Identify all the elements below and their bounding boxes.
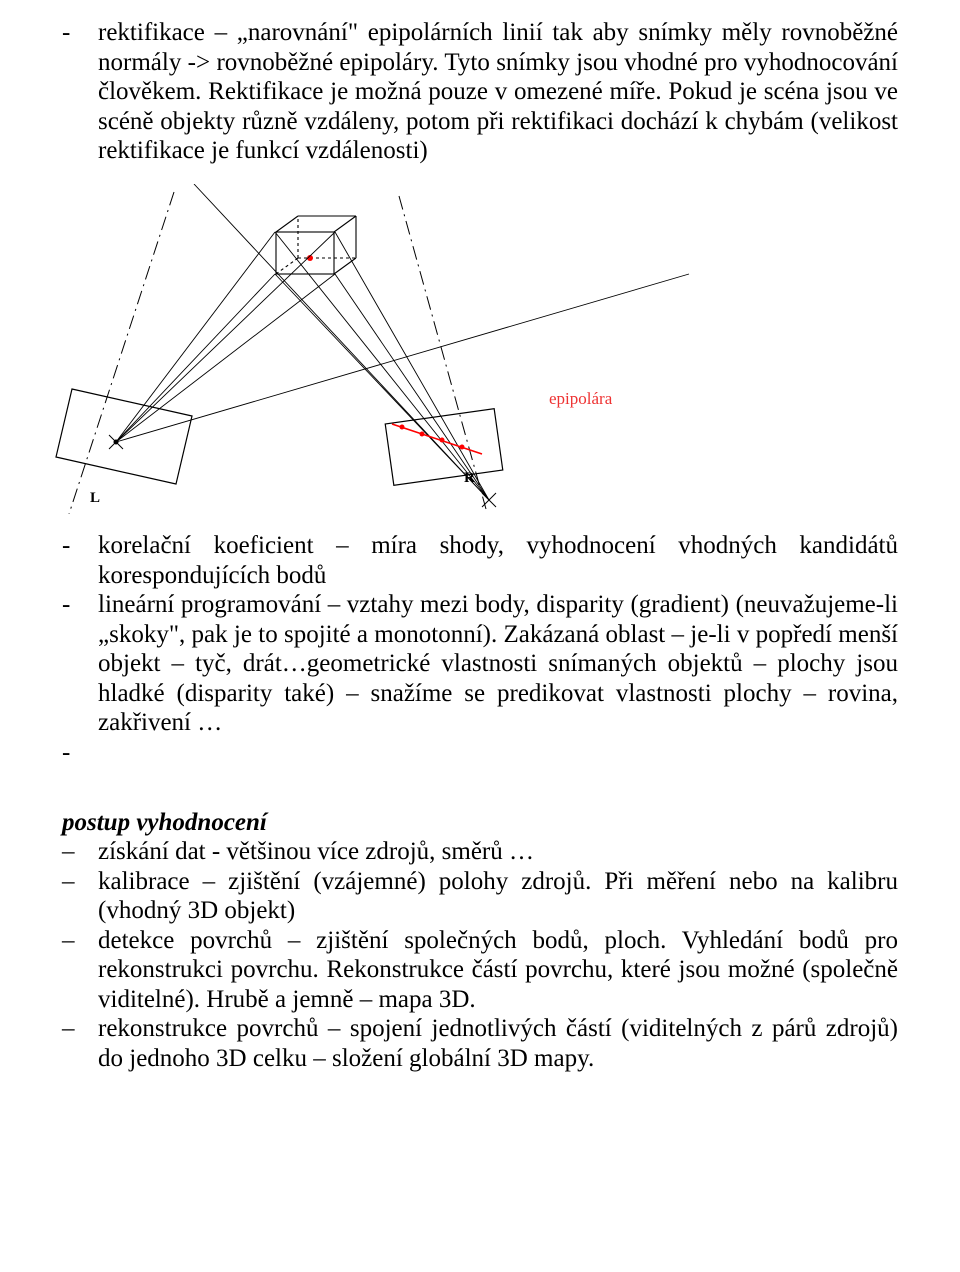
list-item: rektifikace – „narovnání" epipolárních l… bbox=[62, 18, 898, 166]
epipolar-dot bbox=[420, 431, 425, 436]
left-image-plane bbox=[56, 389, 192, 484]
right-image-plane bbox=[385, 408, 503, 485]
list-item-text: detekce povrchů – zjištění společných bo… bbox=[98, 927, 898, 1013]
list-item-text: získání dat - většinou více zdrojů, směr… bbox=[98, 838, 534, 865]
left-point bbox=[114, 439, 119, 444]
section-title: postup vyhodnocení bbox=[62, 808, 898, 838]
epipolar-dot bbox=[440, 437, 445, 442]
list-item: kalibrace – zjištění (vzájemné) polohy z… bbox=[62, 867, 898, 926]
mid-bullet-list: korelační koeficient – míra shody, vyhod… bbox=[62, 531, 898, 738]
list-item: lineární programování – vztahy mezi body… bbox=[62, 590, 898, 738]
scene-cube bbox=[276, 216, 356, 274]
top-ray bbox=[194, 184, 489, 500]
left-axis-dashdot bbox=[69, 192, 174, 514]
epipolar-dot bbox=[400, 424, 405, 429]
list-item: rekonstrukce povrchů – spojení jednotliv… bbox=[62, 1014, 898, 1073]
bottom-dash-list: získání dat - většinou více zdrojů, směr… bbox=[62, 837, 898, 1073]
list-item: detekce povrchů – zjištění společných bo… bbox=[62, 926, 898, 1015]
right-axis-dashdot bbox=[399, 196, 486, 509]
list-item: získání dat - většinou více zdrojů, směr… bbox=[62, 837, 898, 867]
epipolar-dot bbox=[460, 444, 465, 449]
list-item-text: rektifikace – „narovnání" epipolárních l… bbox=[98, 19, 898, 164]
epipolar-line bbox=[392, 424, 482, 454]
epipolara-label: epipolára bbox=[549, 389, 613, 408]
label-L: L bbox=[90, 490, 100, 506]
list-item-text: lineární programování – vztahy mezi body… bbox=[98, 591, 898, 736]
long-ray bbox=[116, 274, 689, 442]
top-bullet-list: rektifikace – „narovnání" epipolárních l… bbox=[62, 18, 898, 166]
list-item-text: korelační koeficient – míra shody, vyhod… bbox=[98, 532, 898, 589]
list-item-text: kalibrace – zjištění (vzájemné) polohy z… bbox=[98, 868, 898, 925]
label-R: R bbox=[464, 470, 475, 486]
list-item: korelační koeficient – míra shody, vyhod… bbox=[62, 531, 898, 590]
ray-lines bbox=[116, 232, 489, 500]
epipolar-diagram: epipolára R L bbox=[54, 184, 694, 514]
list-item-text: rekonstrukce povrchů – spojení jednotliv… bbox=[98, 1015, 898, 1072]
